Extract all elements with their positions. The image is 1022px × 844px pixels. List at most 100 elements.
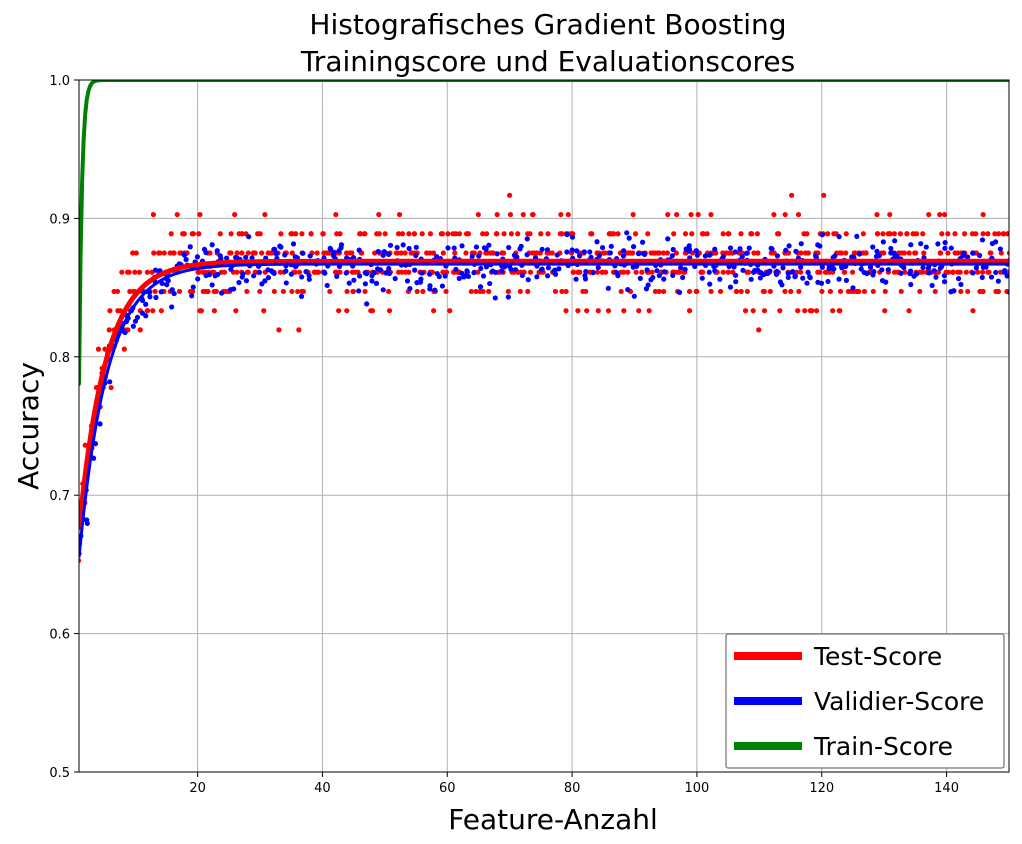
validier-score-point bbox=[328, 246, 334, 253]
validier-score-point bbox=[804, 280, 810, 286]
test-score-point bbox=[870, 288, 876, 295]
validier-score-point bbox=[246, 234, 252, 240]
test-score-point bbox=[939, 231, 945, 237]
validier-score-point bbox=[807, 274, 813, 280]
test-score-point bbox=[396, 211, 403, 218]
test-score-point bbox=[945, 231, 951, 237]
test-score-point bbox=[771, 211, 777, 218]
validier-score-point bbox=[107, 379, 113, 385]
test-score-point bbox=[295, 288, 301, 295]
validier-score-point bbox=[461, 274, 467, 280]
test-score-point bbox=[700, 231, 706, 237]
validier-score-point bbox=[300, 250, 306, 256]
validier-score-point bbox=[374, 266, 381, 272]
validier-score-point bbox=[554, 252, 560, 258]
test-score-point bbox=[821, 192, 827, 198]
test-score-point bbox=[111, 288, 117, 295]
validier-score-point bbox=[686, 246, 693, 252]
test-score-point bbox=[102, 346, 108, 352]
test-score-point bbox=[167, 250, 173, 256]
validier-score-point bbox=[843, 277, 850, 283]
validier-score-point bbox=[473, 244, 480, 250]
validier-score-point bbox=[492, 295, 498, 301]
validier-score-point bbox=[273, 251, 279, 257]
validier-score-point bbox=[134, 314, 141, 320]
validier-score-curve bbox=[79, 262, 1009, 558]
validier-score-point bbox=[693, 248, 699, 254]
test-score-point bbox=[494, 211, 500, 218]
validier-score-point bbox=[717, 276, 723, 282]
validier-score-point bbox=[212, 273, 218, 279]
test-score-point bbox=[693, 288, 700, 295]
test-score-point bbox=[992, 231, 998, 237]
validier-score-point bbox=[573, 276, 579, 282]
validier-score-point bbox=[249, 255, 255, 261]
test-score-point bbox=[882, 288, 888, 295]
test-score-point bbox=[236, 231, 242, 237]
validier-score-point bbox=[190, 284, 196, 290]
test-score-point bbox=[749, 231, 755, 237]
test-score-point bbox=[475, 269, 481, 275]
validier-score-point bbox=[169, 304, 175, 310]
validier-score-point bbox=[451, 245, 457, 251]
test-score-point bbox=[424, 250, 430, 256]
validier-score-point bbox=[639, 239, 646, 245]
validier-score-point bbox=[556, 266, 562, 272]
validier-score-point bbox=[236, 279, 242, 286]
validier-score-point bbox=[948, 245, 954, 251]
test-score-point bbox=[549, 250, 555, 256]
test-score-point bbox=[798, 250, 804, 256]
validier-score-point bbox=[298, 293, 305, 299]
test-score-point bbox=[656, 288, 662, 295]
test-score-point bbox=[615, 231, 621, 237]
validier-score-point bbox=[682, 266, 688, 272]
test-score-point bbox=[106, 327, 112, 333]
test-score-point bbox=[882, 308, 888, 314]
y-tick-label: 0.8 bbox=[49, 351, 70, 366]
validier-score-point bbox=[993, 269, 999, 276]
test-score-point bbox=[881, 250, 887, 256]
validier-score-point bbox=[850, 285, 856, 291]
validier-score-point bbox=[836, 234, 842, 240]
validier-score-point bbox=[624, 230, 630, 236]
validier-score-point bbox=[432, 287, 438, 293]
validier-score-point bbox=[494, 251, 500, 257]
test-score-point bbox=[798, 269, 804, 275]
test-score-point bbox=[795, 211, 802, 218]
test-score-point bbox=[841, 269, 848, 275]
test-score-point bbox=[605, 308, 612, 314]
test-score-point bbox=[686, 288, 693, 295]
test-score-point bbox=[530, 250, 536, 256]
test-score-point bbox=[168, 231, 174, 237]
test-score-point bbox=[824, 269, 830, 275]
validier-score-point bbox=[153, 294, 159, 301]
test-score-point bbox=[278, 231, 284, 237]
validier-score-point bbox=[973, 265, 979, 271]
validier-score-point bbox=[670, 246, 676, 253]
test-score-point bbox=[621, 308, 627, 314]
test-score-point bbox=[529, 211, 536, 218]
test-score-point bbox=[689, 231, 695, 237]
validier-score-point bbox=[243, 278, 250, 284]
test-score-point bbox=[782, 211, 788, 218]
test-score-point bbox=[227, 250, 233, 256]
test-score-point bbox=[289, 250, 295, 256]
validier-score-point bbox=[620, 253, 627, 259]
test-score-point bbox=[447, 308, 453, 314]
validier-score-point bbox=[613, 269, 619, 275]
validier-score-point bbox=[637, 275, 643, 281]
test-score-point bbox=[336, 308, 342, 314]
validier-score-point bbox=[418, 276, 424, 282]
test-score-point bbox=[639, 269, 645, 275]
test-score-point bbox=[443, 288, 449, 295]
validier-score-point bbox=[892, 238, 898, 244]
test-score-point bbox=[538, 231, 544, 237]
validier-score-point bbox=[412, 267, 418, 273]
test-score-point bbox=[293, 231, 299, 237]
validier-score-point bbox=[404, 278, 411, 284]
test-score-point bbox=[257, 231, 263, 237]
test-score-point bbox=[804, 231, 810, 237]
test-score-point bbox=[144, 308, 150, 314]
validier-score-point bbox=[790, 268, 796, 275]
validier-score-point bbox=[525, 277, 531, 283]
